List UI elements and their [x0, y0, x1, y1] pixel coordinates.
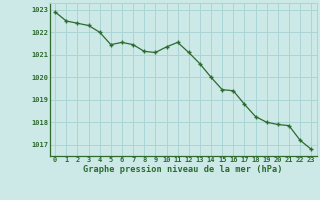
- X-axis label: Graphe pression niveau de la mer (hPa): Graphe pression niveau de la mer (hPa): [84, 165, 283, 174]
